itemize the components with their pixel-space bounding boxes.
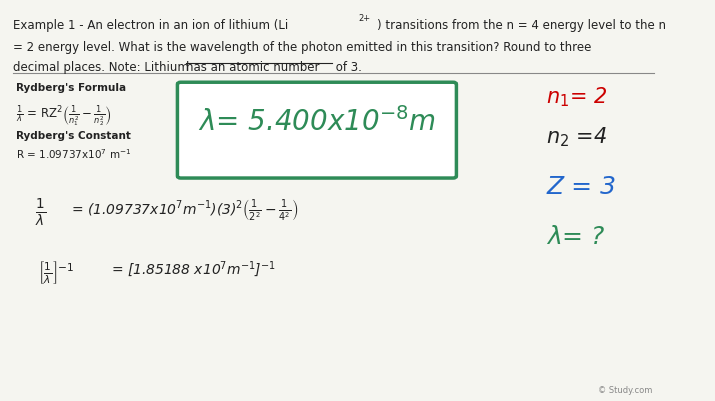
Text: Z = 3: Z = 3 — [546, 174, 616, 198]
Text: ) transitions from the n = 4 energy level to the n: ) transitions from the n = 4 energy leve… — [377, 19, 666, 32]
Text: Rydberg's Formula: Rydberg's Formula — [16, 83, 126, 93]
Text: © Study.com: © Study.com — [598, 385, 652, 394]
Text: 2+: 2+ — [359, 14, 371, 23]
Text: has an atomic number: has an atomic number — [186, 61, 320, 74]
Text: of 3.: of 3. — [332, 61, 361, 74]
Text: decimal places. Note: Lithium: decimal places. Note: Lithium — [14, 61, 193, 74]
Text: $\frac{1}{\lambda}$: $\frac{1}{\lambda}$ — [34, 196, 46, 227]
Text: = 2 energy level. What is the wavelength of the photon emitted in this transitio: = 2 energy level. What is the wavelength… — [14, 41, 592, 54]
Text: n$_2$ =4: n$_2$ =4 — [546, 125, 607, 148]
Text: n$_1$= 2: n$_1$= 2 — [546, 85, 608, 109]
Text: $\lambda$= 5.400x10$^{-8}$m: $\lambda$= 5.400x10$^{-8}$m — [198, 107, 435, 137]
Text: = (1.09737x10$^7$m$^{-1}$)(3)$^2\left(\frac{1}{2^2}-\frac{1}{4^2}\right)$: = (1.09737x10$^7$m$^{-1}$)(3)$^2\left(\f… — [71, 196, 298, 223]
Text: $\left[\frac{1}{\lambda}\right]^{-1}$: $\left[\frac{1}{\lambda}\right]^{-1}$ — [38, 258, 74, 285]
Text: Example 1 - An electron in an ion of lithium (Li: Example 1 - An electron in an ion of lit… — [14, 19, 289, 32]
Text: $\lambda$= ?: $\lambda$= ? — [546, 225, 606, 248]
Text: = [1.85188 x10$^7$m$^{-1}$]$^{-1}$: = [1.85188 x10$^7$m$^{-1}$]$^{-1}$ — [111, 258, 276, 278]
FancyBboxPatch shape — [177, 83, 456, 178]
Text: Rydberg's Constant: Rydberg's Constant — [16, 131, 131, 141]
Text: R = 1.09737x10$^7$ m$^{-1}$: R = 1.09737x10$^7$ m$^{-1}$ — [16, 147, 132, 160]
Text: $\frac{1}{\lambda}$ = RZ$^2\left(\frac{1}{n_1^2}-\frac{1}{n_2^2}\right)$: $\frac{1}{\lambda}$ = RZ$^2\left(\frac{1… — [16, 103, 112, 129]
